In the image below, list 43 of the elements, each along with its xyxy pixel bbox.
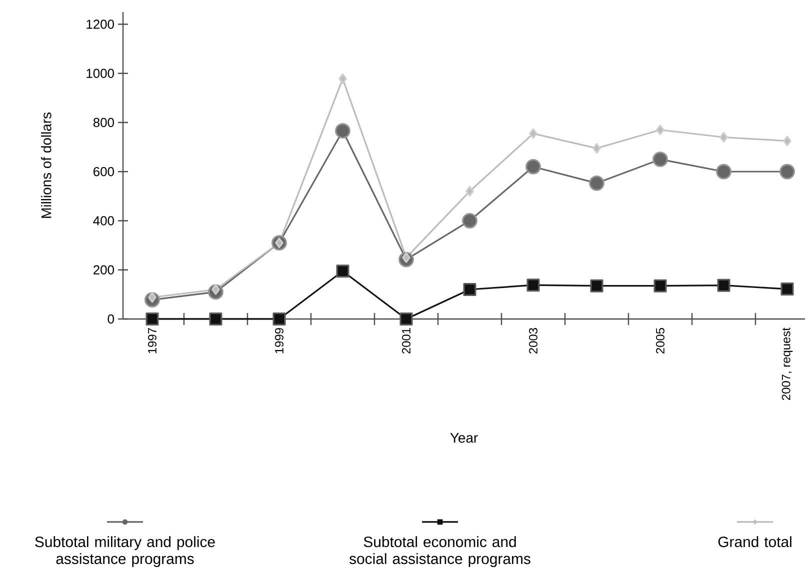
- x-tick-label: 2005: [656, 328, 664, 354]
- point: [466, 186, 474, 197]
- x-tick-label: 2007, request: [782, 328, 793, 400]
- point: [590, 279, 604, 292]
- point: [336, 264, 350, 278]
- y-axis-title: Millions of dollars: [41, 112, 52, 218]
- legend-label: Subtotal military and police assistance programs: [35, 536, 215, 568]
- y-tick-label: 1000: [86, 68, 114, 78]
- x-axis-title: Year: [450, 433, 478, 443]
- point: [656, 124, 664, 136]
- x-tick-label: 1999: [274, 328, 284, 354]
- point: [783, 136, 792, 146]
- point: [780, 164, 795, 180]
- point: [526, 278, 540, 292]
- point: [720, 132, 728, 143]
- point: [338, 73, 347, 84]
- point: [526, 159, 541, 174]
- point: [592, 142, 601, 154]
- legend-label: Subtotal economic and social assistance programs: [349, 536, 530, 568]
- point: [209, 312, 222, 326]
- point: [272, 312, 286, 326]
- y-tick-label: 800: [93, 118, 114, 128]
- y-tick-label: 0: [108, 314, 114, 324]
- point: [780, 282, 794, 296]
- point: [335, 123, 350, 139]
- point: [717, 278, 730, 292]
- point: [400, 312, 413, 326]
- x-tick-label: 1997: [148, 328, 156, 354]
- point: [462, 213, 478, 228]
- point: [716, 164, 732, 180]
- x-tick-label: 2003: [528, 328, 538, 354]
- legend-label: Grand total: [718, 536, 792, 548]
- point: [654, 279, 667, 292]
- y-tick-label: 200: [94, 265, 114, 274]
- y-tick-label: 1200: [86, 20, 114, 29]
- point: [589, 175, 604, 191]
- y-tick-label: 600: [94, 167, 114, 176]
- point: [463, 283, 476, 296]
- x-tick-label: 2001: [402, 328, 410, 354]
- point: [652, 152, 668, 168]
- point: [529, 128, 538, 139]
- point: [146, 312, 159, 326]
- y-tick-label: 400: [93, 216, 114, 226]
